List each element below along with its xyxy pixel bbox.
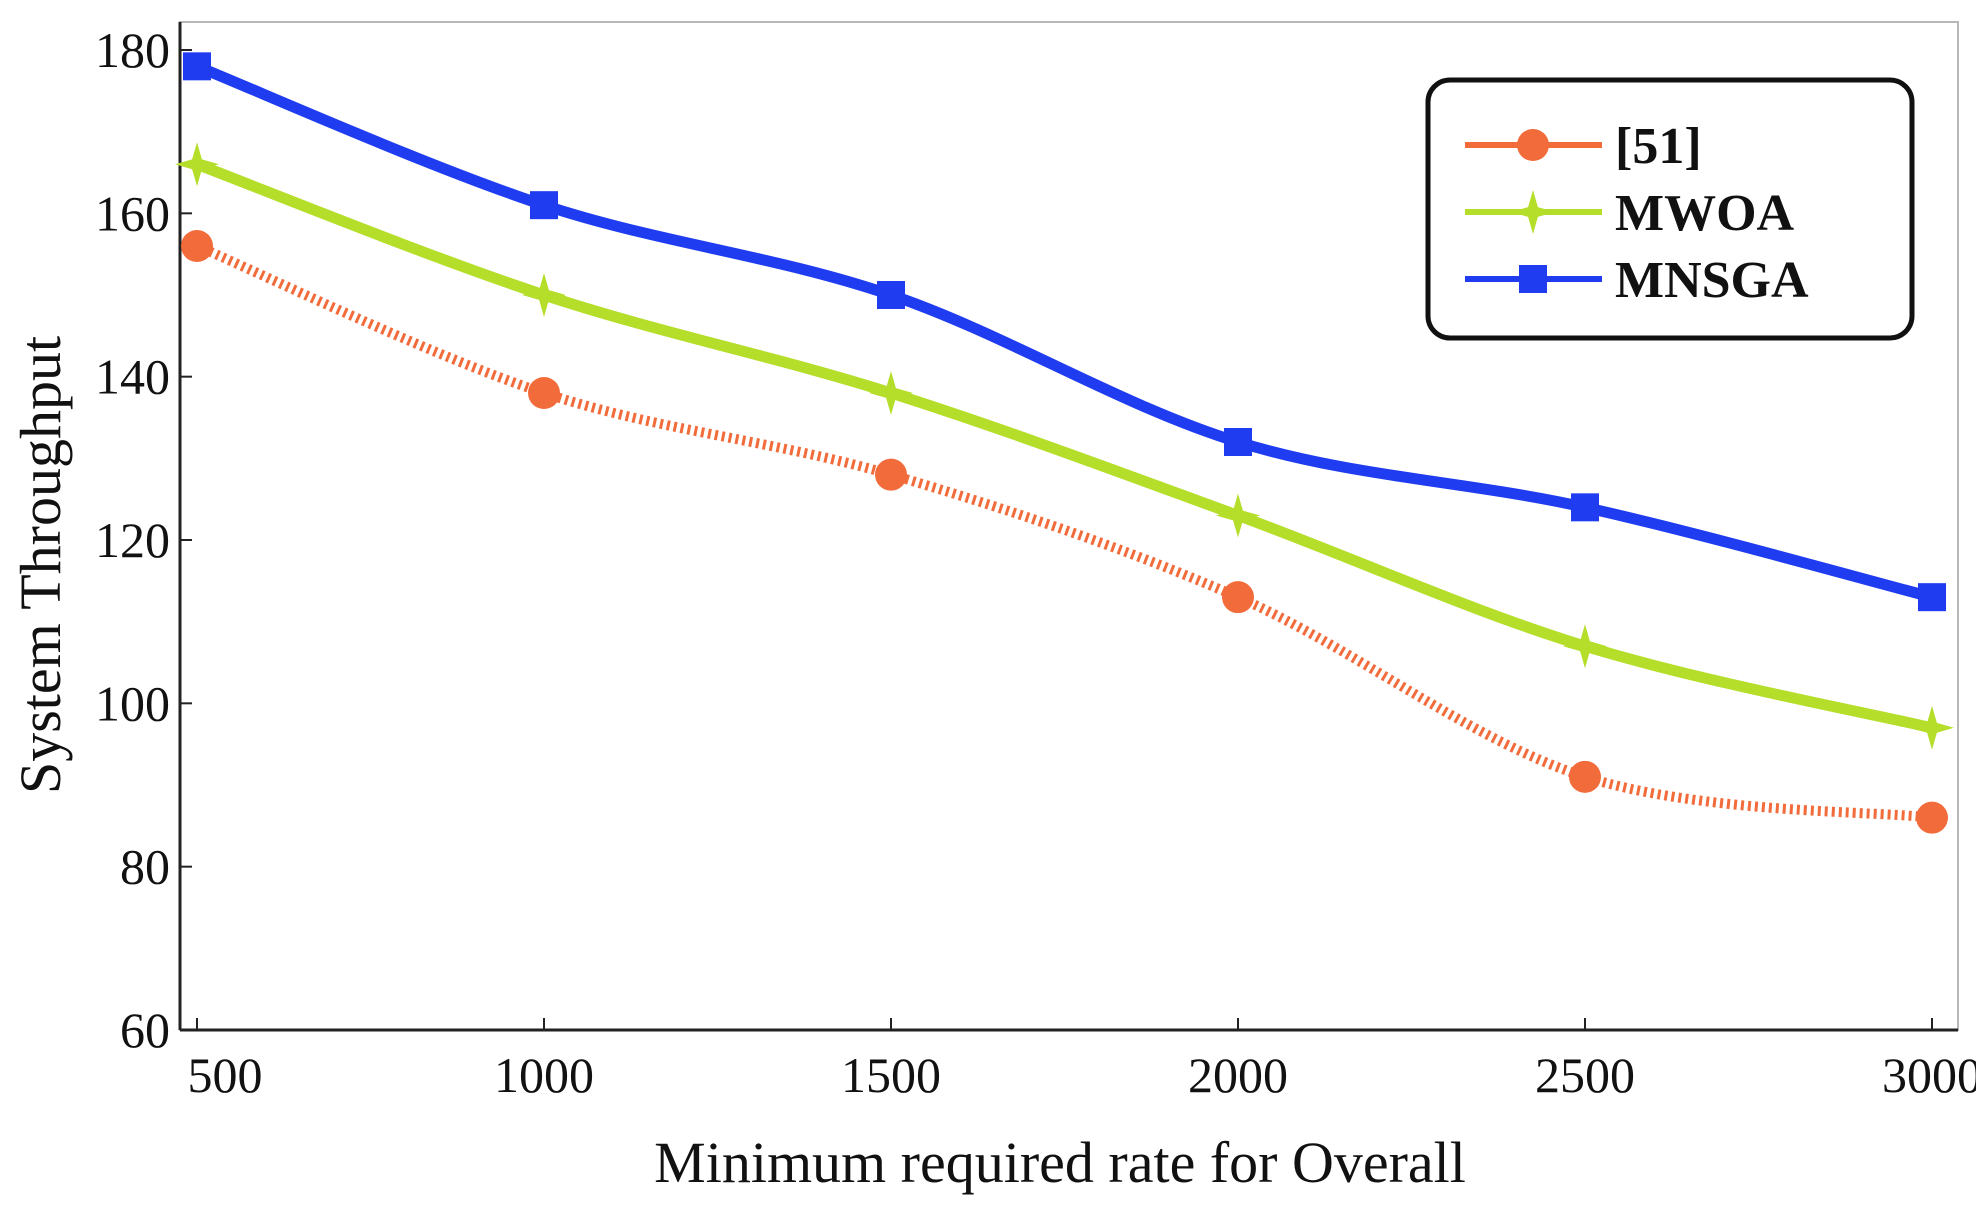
y-axis-title: System Throughput [8,336,73,794]
data-point-square [1224,428,1252,456]
series-2 [175,142,1954,750]
series-3 [183,52,1946,612]
legend-label: MWOA [1615,185,1795,242]
x-tick-label: 500 [188,1047,263,1103]
y-tick-label: 180 [95,22,170,78]
legend-marker-circle [1517,129,1549,161]
x-tick-label: 3000 [1882,1047,1976,1103]
data-point-circle [1916,801,1948,834]
y-tick-label: 60 [120,1002,170,1058]
series-line [191,60,1938,603]
data-point-square [183,52,211,81]
data-point-square [530,191,558,220]
data-point-star [1910,705,1954,750]
data-point-circle [875,458,907,491]
series-line [191,158,1938,734]
legend-entry: [51] [1465,118,1702,175]
data-point-star [869,371,913,415]
data-point-square [877,281,905,309]
x-axis-title: Minimum required rate for Overall [654,1130,1466,1195]
data-point-star [522,273,566,317]
y-tick-label: 140 [95,349,170,405]
legend-marker-square [1519,265,1547,293]
y-tick-label: 160 [95,185,170,241]
data-point-circle [181,230,213,262]
legend: [51] MWOA MNSGA [1425,77,1915,341]
data-point-star [175,142,219,187]
data-point-square [1571,493,1599,522]
x-tick-label: 2500 [1535,1047,1635,1103]
data-point-square [1918,583,1946,612]
legend-entry: MNSGA [1465,252,1809,309]
data-point-circle [1569,760,1601,793]
y-tick-label: 120 [95,512,170,568]
x-tick-label: 1000 [494,1047,594,1103]
x-tick-label: 1500 [841,1047,941,1103]
legend-entry: MWOA [1465,185,1795,242]
series-lines [175,52,1954,834]
legend-marker-star [1511,190,1555,234]
data-point-circle [1222,581,1254,614]
axes [178,21,1959,1032]
legend-label: MNSGA [1615,252,1809,309]
data-point-star [1563,624,1607,669]
y-tick-label: 80 [120,839,170,895]
legend-label: [51] [1615,118,1702,175]
tick-labels: 500 1000 1500 2000 2500 3000 60 80 100 120 140 160 1… [95,22,1976,1103]
series-1 [181,230,1948,834]
y-tick-label: 100 [95,675,170,731]
x-tick-label: 2000 [1188,1047,1288,1103]
data-point-star [1216,493,1260,538]
series-line [195,241,1933,823]
data-point-circle [528,377,560,409]
